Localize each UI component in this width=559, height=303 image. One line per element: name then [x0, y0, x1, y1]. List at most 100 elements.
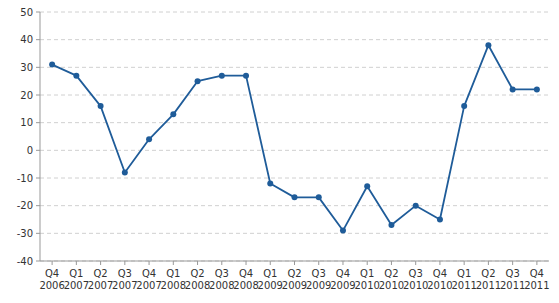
tick-label-line: Q3 — [506, 268, 520, 279]
tick-label-line: Q2 — [481, 268, 495, 279]
tick-label: -40 — [17, 256, 33, 267]
y-axis-line — [40, 12, 41, 261]
marker — [340, 228, 346, 234]
tick-label-line: Q4 — [45, 268, 59, 279]
tick-label: Q22011 — [476, 268, 501, 291]
tick-label-line: Q2 — [384, 268, 398, 279]
tick-mark — [439, 261, 440, 265]
tick-mark — [246, 261, 247, 265]
tick-mark — [415, 261, 416, 265]
tick-mark — [36, 95, 40, 96]
tick-label: Q22009 — [282, 268, 307, 291]
chart-container: -40-30-20-1001020304050Q42006Q12007Q2200… — [0, 0, 559, 303]
marker — [195, 78, 201, 84]
marker — [388, 222, 394, 228]
marker — [510, 86, 516, 92]
marker — [98, 103, 104, 109]
marker — [73, 73, 79, 79]
tick-mark — [36, 67, 40, 68]
tick-label-line: 2010 — [354, 280, 379, 291]
marker — [219, 73, 225, 79]
tick-label: Q12011 — [451, 268, 476, 291]
tick-label-line: 2010 — [427, 280, 452, 291]
tick-label-line: Q3 — [312, 268, 326, 279]
grid-line — [40, 39, 549, 40]
tick-mark — [124, 261, 125, 265]
tick-label-line: Q2 — [93, 268, 107, 279]
tick-label-line: 2008 — [209, 280, 234, 291]
tick-label: Q22010 — [379, 268, 404, 291]
grid-line — [40, 205, 549, 206]
marker — [316, 194, 322, 200]
tick-label: Q32009 — [306, 268, 331, 291]
tick-label-line: 2007 — [112, 280, 137, 291]
tick-label: Q42011 — [524, 268, 549, 291]
series — [49, 42, 540, 233]
tick-mark — [36, 122, 40, 123]
marker — [243, 73, 249, 79]
tick-mark — [36, 39, 40, 40]
tick-label: Q42010 — [427, 268, 452, 291]
tick-label-line: 2007 — [88, 280, 113, 291]
tick-mark — [36, 150, 40, 151]
marker — [122, 169, 128, 175]
tick-label: Q32011 — [500, 268, 525, 291]
tick-label: Q32008 — [209, 268, 234, 291]
tick-label-line: 2008 — [185, 280, 210, 291]
marker — [146, 136, 152, 142]
tick-label: 30 — [20, 62, 33, 73]
tick-label-line: 2008 — [233, 280, 258, 291]
tick-label: -20 — [17, 200, 33, 211]
tick-label-line: Q1 — [263, 268, 277, 279]
tick-label-line: Q4 — [239, 268, 253, 279]
tick-label: -10 — [17, 173, 33, 184]
tick-label: Q42006 — [39, 268, 64, 291]
line — [52, 45, 537, 230]
tick-mark — [464, 261, 465, 265]
tick-label: Q12009 — [258, 268, 283, 291]
tick-mark — [367, 261, 368, 265]
tick-label: Q22008 — [185, 268, 210, 291]
tick-mark — [76, 261, 77, 265]
tick-label-line: Q4 — [433, 268, 447, 279]
tick-label-line: Q3 — [118, 268, 132, 279]
tick-label: Q32007 — [112, 268, 137, 291]
tick-label: Q12007 — [64, 268, 89, 291]
tick-mark — [100, 261, 101, 265]
tick-label-line: 2011 — [476, 280, 501, 291]
grid-line — [40, 233, 549, 234]
tick-mark — [318, 261, 319, 265]
tick-label-line: 2010 — [403, 280, 428, 291]
tick-label: 20 — [20, 90, 33, 101]
tick-label-line: Q3 — [409, 268, 423, 279]
tick-label-line: 2006 — [39, 280, 64, 291]
tick-label: Q42009 — [330, 268, 355, 291]
tick-label-line: 2009 — [306, 280, 331, 291]
chart: -40-30-20-1001020304050Q42006Q12007Q2200… — [0, 0, 559, 303]
grid-line — [40, 12, 549, 13]
tick-label: 10 — [20, 117, 33, 128]
tick-label-line: Q1 — [69, 268, 83, 279]
tick-label: 0 — [27, 145, 33, 156]
marker — [267, 181, 273, 187]
tick-mark — [52, 261, 53, 265]
marker — [461, 103, 467, 109]
tick-label-line: Q1 — [166, 268, 180, 279]
tick-label-line: 2010 — [379, 280, 404, 291]
tick-mark — [221, 261, 222, 265]
tick-mark — [342, 261, 343, 265]
marker — [413, 203, 419, 209]
tick-mark — [391, 261, 392, 265]
y-axis: -40-30-20-1001020304050 — [17, 7, 549, 267]
tick-label-line: Q2 — [190, 268, 204, 279]
tick-mark — [488, 261, 489, 265]
marker — [170, 111, 176, 117]
tick-label-line: 2008 — [161, 280, 186, 291]
tick-mark — [294, 261, 295, 265]
tick-mark — [149, 261, 150, 265]
tick-label-line: Q3 — [215, 268, 229, 279]
tick-label-line: 2011 — [451, 280, 476, 291]
tick-mark — [173, 261, 174, 265]
tick-label-line: Q4 — [530, 268, 544, 279]
tick-mark — [512, 261, 513, 265]
